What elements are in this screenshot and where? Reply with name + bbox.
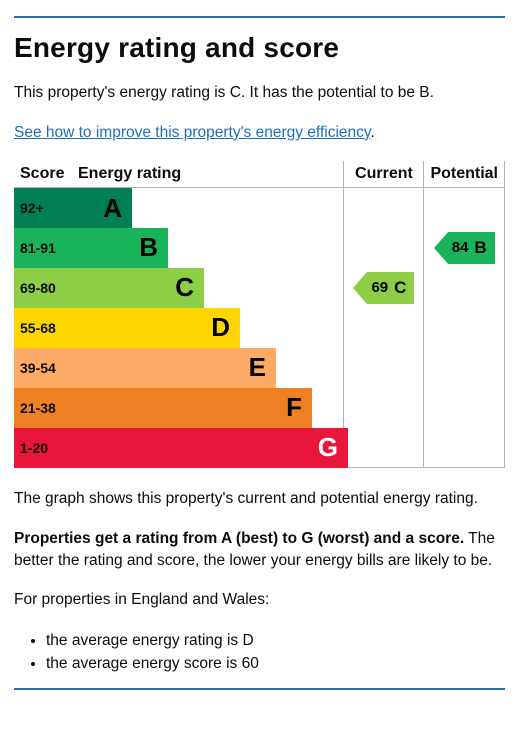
band-bar: B bbox=[72, 228, 344, 268]
col-header-potential: Potential bbox=[424, 161, 505, 188]
potential-rating-tag: 84 B bbox=[448, 232, 495, 264]
page-title: Energy rating and score bbox=[14, 32, 505, 64]
potential-cell bbox=[424, 308, 505, 348]
current-rating-tag: 69 C bbox=[367, 272, 414, 304]
top-rule bbox=[14, 16, 505, 18]
col-header-rating: Energy rating bbox=[72, 161, 344, 188]
current-cell bbox=[344, 188, 424, 228]
potential-cell bbox=[424, 188, 505, 228]
rating-explainer-bold: Properties get a rating from A (best) to… bbox=[14, 530, 464, 547]
band-bar: C bbox=[72, 268, 344, 308]
bottom-rule bbox=[14, 688, 505, 690]
band-row-b: 81-91B84B bbox=[14, 228, 505, 268]
tag-letter: C bbox=[394, 278, 406, 298]
epc-chart: Score Energy rating Current Potential 92… bbox=[14, 161, 505, 468]
current-cell bbox=[344, 308, 424, 348]
band-bar: D bbox=[72, 308, 344, 348]
current-cell: 69 C bbox=[344, 268, 424, 308]
efficiency-link-wrap: See how to improve this property's energ… bbox=[14, 122, 505, 144]
band-bar: A bbox=[72, 188, 344, 228]
band-row-e: 39-54E bbox=[14, 348, 505, 388]
col-header-score: Score bbox=[14, 161, 72, 188]
potential-cell bbox=[424, 428, 505, 468]
current-cell bbox=[344, 388, 424, 428]
current-cell bbox=[344, 428, 424, 468]
tag-score: 84 bbox=[452, 239, 469, 256]
band-row-f: 21-38F bbox=[14, 388, 505, 428]
rating-explainer: Properties get a rating from A (best) to… bbox=[14, 528, 505, 571]
current-cell bbox=[344, 228, 424, 268]
tag-letter: B bbox=[474, 238, 486, 258]
band-bar: F bbox=[72, 388, 344, 428]
region-bullet: the average energy rating is D bbox=[46, 629, 505, 652]
band-row-d: 55-68D bbox=[14, 308, 505, 348]
band-row-g: 1-20G bbox=[14, 428, 505, 468]
potential-cell bbox=[424, 268, 505, 308]
improve-efficiency-link[interactable]: See how to improve this property's energ… bbox=[14, 124, 370, 141]
potential-cell bbox=[424, 388, 505, 428]
current-cell bbox=[344, 348, 424, 388]
tag-score: 69 bbox=[371, 279, 388, 296]
band-bar-fill: G bbox=[14, 428, 348, 468]
band-bar: E bbox=[72, 348, 344, 388]
band-bar: G bbox=[72, 428, 344, 468]
band-row-c: 69-80C69C bbox=[14, 268, 505, 308]
region-bullet: the average energy score is 60 bbox=[46, 652, 505, 675]
col-header-current: Current bbox=[344, 161, 424, 188]
chart-caption: The graph shows this property's current … bbox=[14, 488, 505, 510]
potential-cell bbox=[424, 348, 505, 388]
region-bullets: the average energy rating is Dthe averag… bbox=[14, 629, 505, 676]
potential-cell: 84 B bbox=[424, 228, 505, 268]
intro-text: This property's energy rating is C. It h… bbox=[14, 82, 505, 104]
band-bar-fill: F bbox=[14, 388, 312, 428]
epc-table: Score Energy rating Current Potential 92… bbox=[14, 161, 505, 468]
region-intro: For properties in England and Wales: bbox=[14, 589, 505, 611]
band-row-a: 92+A bbox=[14, 188, 505, 228]
